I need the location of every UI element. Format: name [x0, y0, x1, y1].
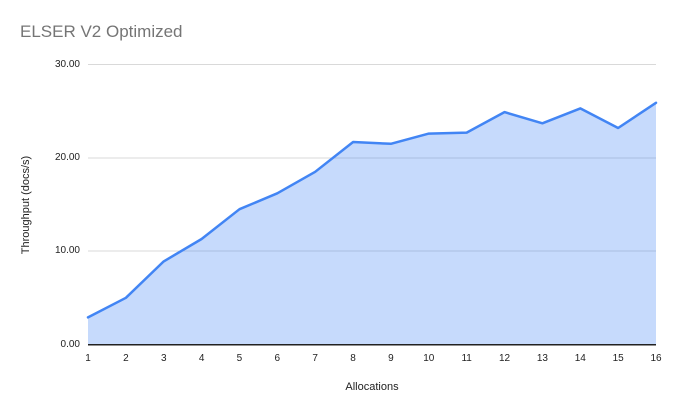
x-tick-label: 5: [236, 352, 243, 364]
x-tick-label: 15: [612, 352, 624, 364]
area-fill: [88, 102, 656, 345]
x-tick-label: 1: [85, 352, 91, 364]
x-tick-label: 16: [650, 352, 662, 364]
x-tick-label: 7: [312, 352, 318, 364]
x-tick-label: 6: [274, 352, 281, 364]
y-tick-label: 0.00: [60, 338, 80, 350]
y-tick-label: 10.00: [54, 245, 80, 257]
x-tick-label: 3: [160, 352, 167, 364]
y-tick-label: 30.00: [54, 58, 80, 70]
y-tick-label: 20.00: [54, 151, 80, 163]
x-tick-label: 2: [123, 352, 129, 364]
x-tick-label: 10: [423, 352, 435, 364]
x-tick-label: 13: [536, 352, 548, 364]
x-tick-label: 4: [198, 352, 205, 364]
series-line: [86, 101, 658, 319]
x-tick-label: 8: [350, 352, 356, 364]
x-tick-label: 9: [388, 352, 394, 364]
x-tick-label: 12: [498, 352, 511, 364]
x-tick-label: 11: [461, 352, 472, 364]
x-axis-title: Allocations: [345, 381, 399, 393]
x-tick-label: 14: [574, 352, 586, 364]
chart-title: ELSER V2 Optimized: [20, 22, 183, 41]
